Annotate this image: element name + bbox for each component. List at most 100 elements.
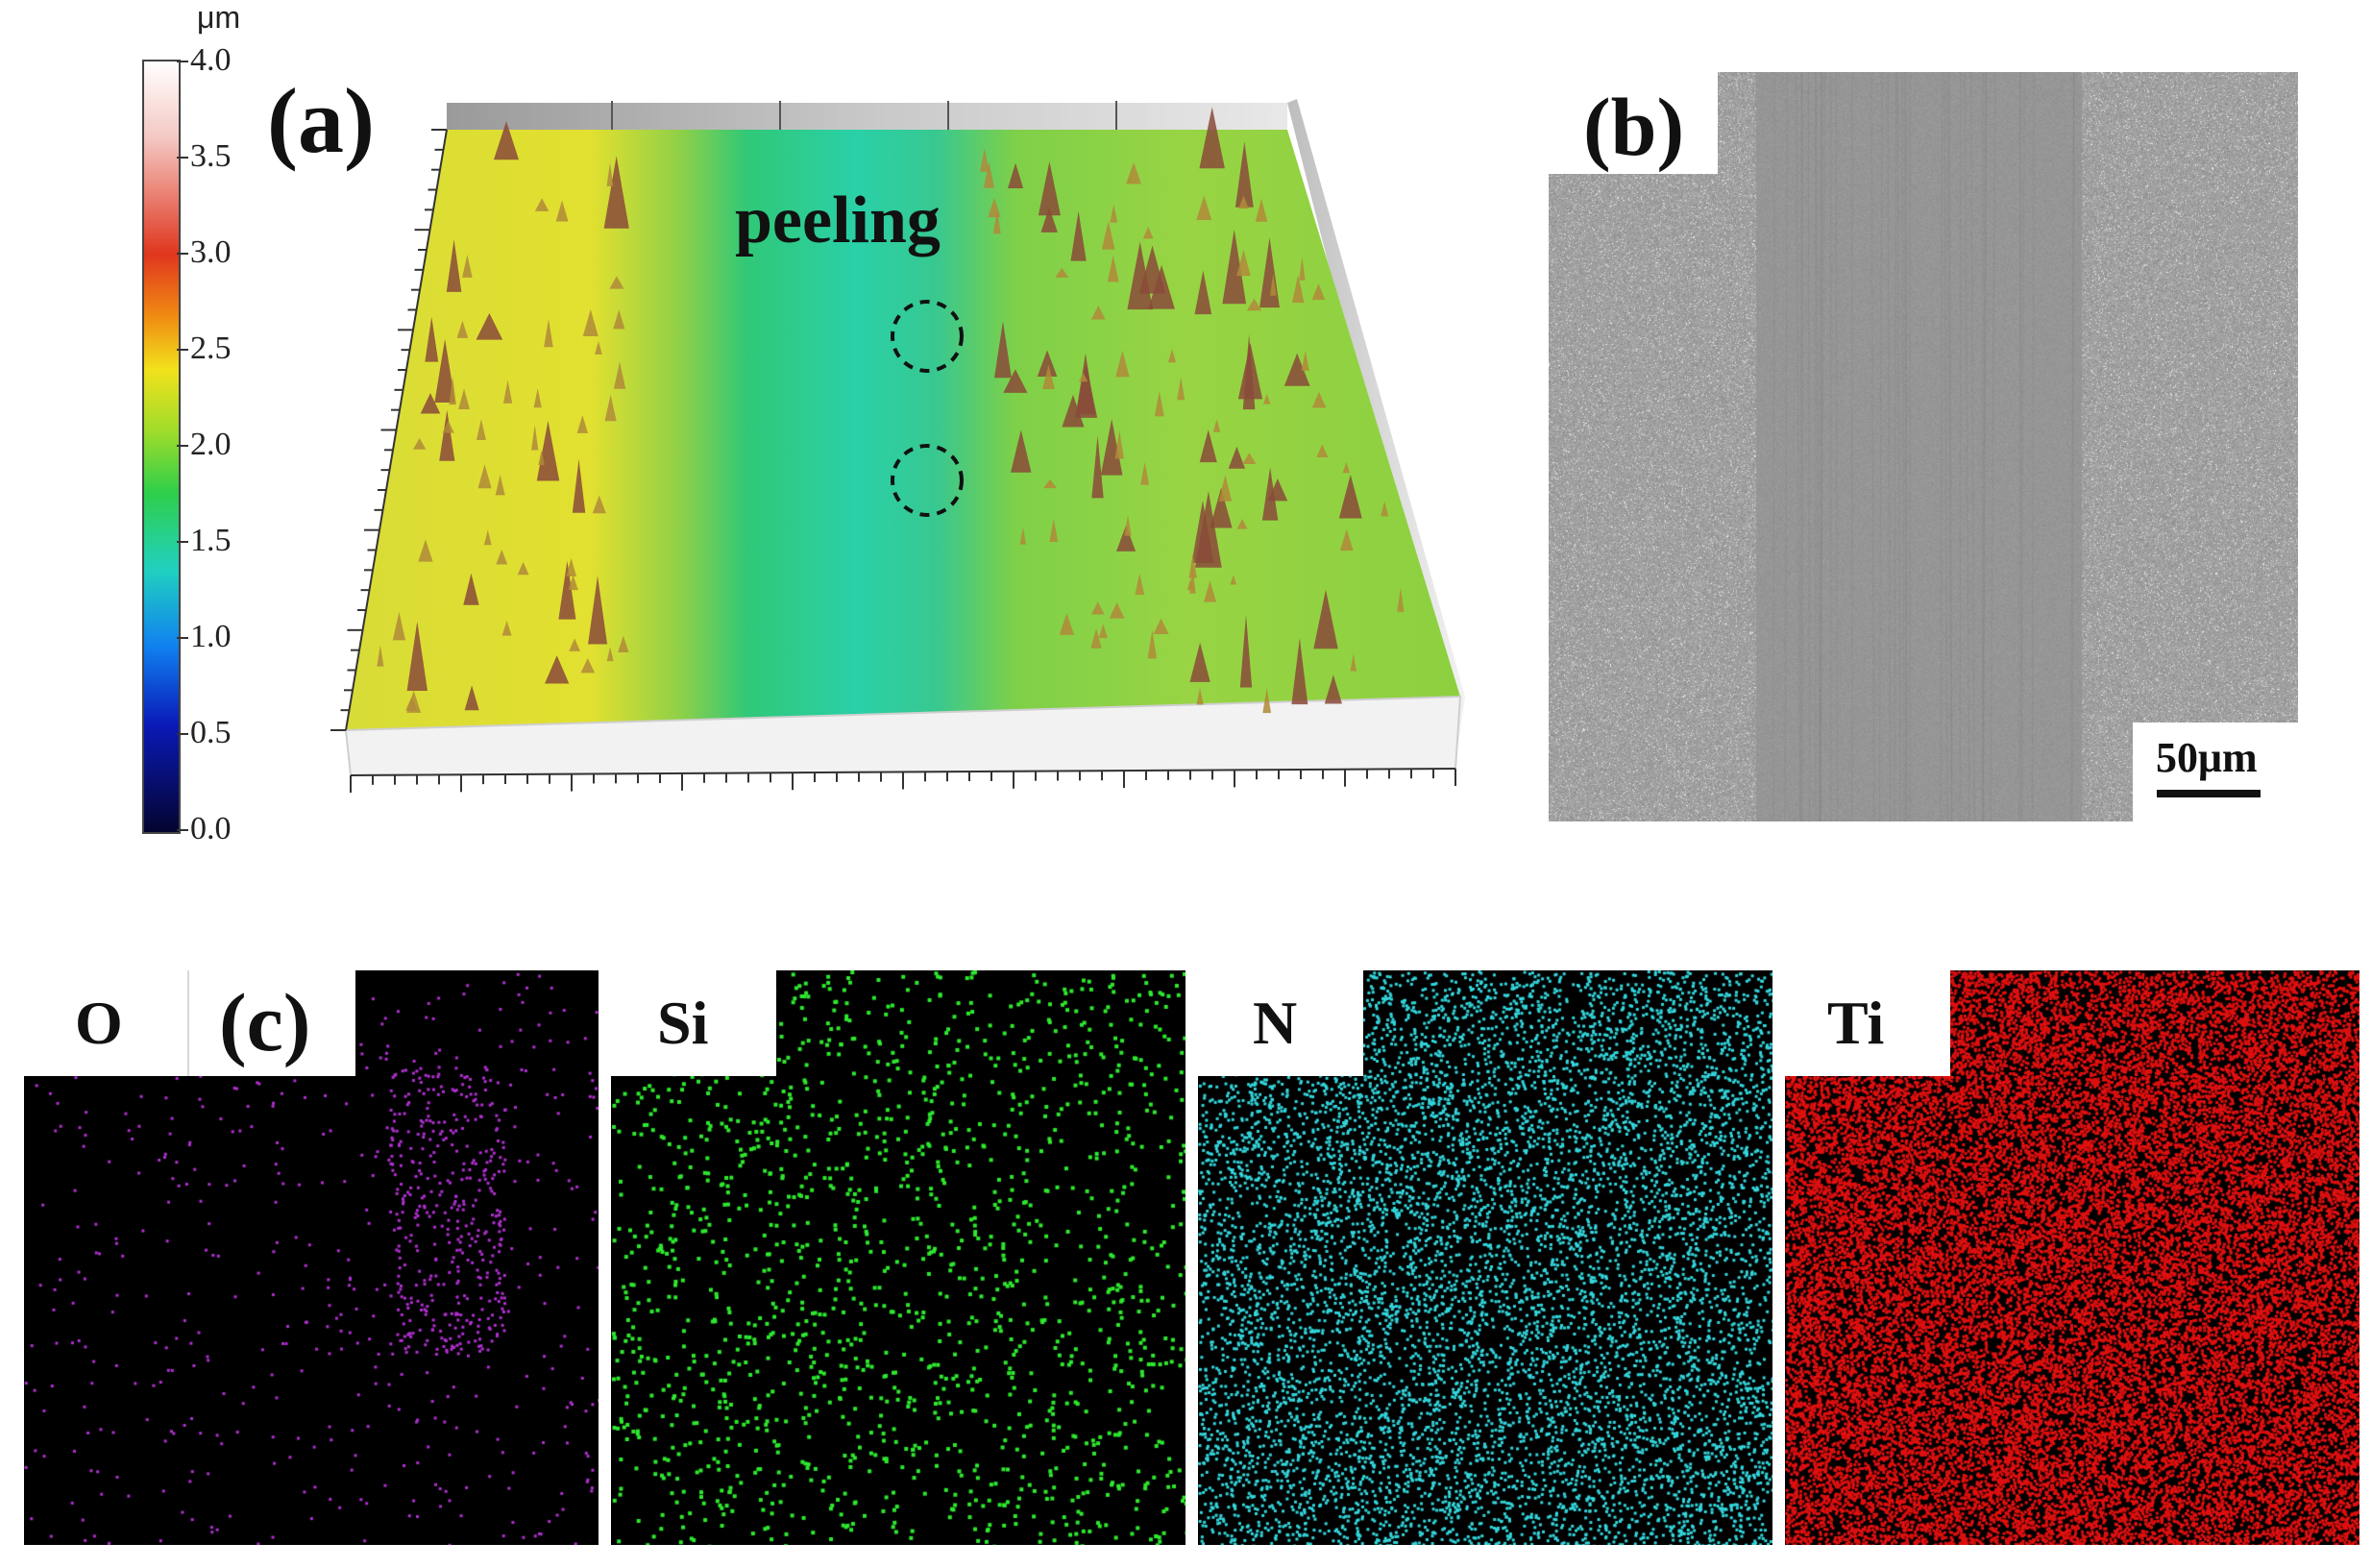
map-n-label-box — [1198, 970, 1363, 1076]
surface-peak — [1059, 612, 1075, 635]
surface-peak — [1203, 580, 1217, 602]
surface-peak — [569, 638, 580, 651]
colorbar-tick-4-0: 4.0 — [190, 42, 232, 78]
scale-bar-label: 50μm — [2156, 734, 2258, 781]
surface-peak — [1062, 394, 1085, 428]
colorbar-tick-3-5: 3.5 — [190, 138, 232, 174]
surface-peak — [392, 611, 405, 641]
surface-peak — [603, 156, 629, 229]
surface-peak — [1291, 638, 1308, 705]
surface-peak — [1126, 161, 1142, 184]
peeling-annotation: peeling — [735, 184, 941, 257]
colorbar-tick-2-5: 2.5 — [190, 331, 232, 366]
map-ti-label-box — [1785, 970, 1950, 1076]
surface-peak — [1228, 446, 1246, 469]
surface-peak — [1238, 195, 1249, 209]
surface-peak — [1269, 273, 1277, 296]
surface-peak — [1342, 462, 1351, 474]
panel-b-label-box — [1549, 72, 1718, 174]
surface-peak — [1191, 500, 1214, 564]
surface-peak — [1177, 377, 1186, 401]
surface-peak — [464, 685, 479, 711]
surface-peak — [1107, 256, 1119, 282]
surface-peak — [1189, 642, 1210, 682]
surface-peak — [1242, 453, 1257, 465]
surface-peak — [531, 424, 539, 451]
surface-peak — [1011, 429, 1032, 473]
surface-peak — [1291, 275, 1305, 304]
map-si-label-box — [611, 970, 776, 1076]
surface-peak — [1199, 107, 1225, 169]
surface-peak — [1324, 674, 1342, 704]
scale-bar-box — [2133, 723, 2298, 821]
surface-peak — [434, 338, 455, 403]
surface-peak — [1222, 229, 1247, 305]
surface-peak — [495, 475, 505, 496]
map-si-element-label: Si — [657, 989, 709, 1057]
surface-peak — [1263, 393, 1271, 404]
surface-peak — [1167, 349, 1177, 363]
colorbar-tick-2-0: 2.0 — [190, 427, 232, 462]
surface-peak — [558, 560, 576, 620]
surface-peak — [502, 380, 513, 404]
surface-peak — [1042, 364, 1055, 389]
surface-peak — [1091, 435, 1104, 499]
surface-peak — [476, 312, 503, 340]
surface-peak — [1154, 391, 1164, 417]
surface-peak — [1075, 353, 1095, 414]
surface-peak — [1313, 589, 1338, 649]
surface-peak — [1100, 418, 1123, 476]
surface-peak — [566, 557, 577, 576]
surface-peak — [555, 200, 569, 222]
colorbar — [142, 60, 181, 834]
surface-peak — [1188, 553, 1197, 578]
surface-peak — [1003, 369, 1028, 393]
surface-peak — [449, 376, 456, 405]
surface-peak — [1043, 478, 1058, 489]
surface-peak — [493, 121, 520, 160]
surface-peak — [477, 464, 492, 489]
surface-peak — [980, 148, 990, 172]
surface-peak — [1236, 249, 1251, 277]
surface-peak — [483, 529, 492, 546]
surface-peak — [1049, 518, 1059, 543]
surface-peak — [456, 320, 469, 338]
panel-c-label: (c) — [219, 976, 311, 1068]
surface-peak — [1299, 256, 1306, 281]
surface-peak — [536, 420, 560, 481]
surface-peak — [983, 161, 995, 188]
surface-peak — [1070, 210, 1087, 261]
surface-peak — [1199, 429, 1217, 463]
surface-peak — [604, 394, 617, 422]
surface-peak — [1115, 350, 1130, 378]
surface-peak — [1350, 653, 1357, 672]
surface-peak — [425, 316, 439, 362]
surface-peak — [1114, 430, 1124, 459]
surface-peak — [476, 419, 486, 440]
sem-image — [1549, 72, 2298, 821]
surface-peak — [1316, 444, 1329, 457]
surface-peak — [1261, 467, 1279, 521]
panel-a-label: (a) — [267, 69, 375, 172]
surface-peak — [1236, 519, 1248, 529]
surface-top — [346, 130, 1460, 730]
surface-peak — [1283, 353, 1310, 386]
surface-peak — [1147, 629, 1158, 659]
surface-peak — [405, 697, 418, 711]
surface-peak — [462, 254, 473, 278]
surface-peak — [606, 647, 614, 662]
surface-peak — [606, 162, 614, 186]
surface-peak — [439, 409, 455, 461]
surface-peak — [1153, 618, 1169, 634]
surface-peak — [1101, 221, 1115, 250]
panel-b-label: (b) — [1583, 81, 1685, 173]
surface-peak — [1090, 627, 1102, 649]
surface-peak — [412, 437, 427, 450]
surface-peak — [1135, 573, 1145, 596]
surface-peak — [992, 210, 1001, 234]
surface-peak — [1234, 141, 1254, 208]
surface-peak — [988, 197, 1001, 218]
surface-peak — [501, 621, 512, 636]
surface-peak — [517, 561, 529, 576]
surface-peak — [1230, 575, 1237, 585]
